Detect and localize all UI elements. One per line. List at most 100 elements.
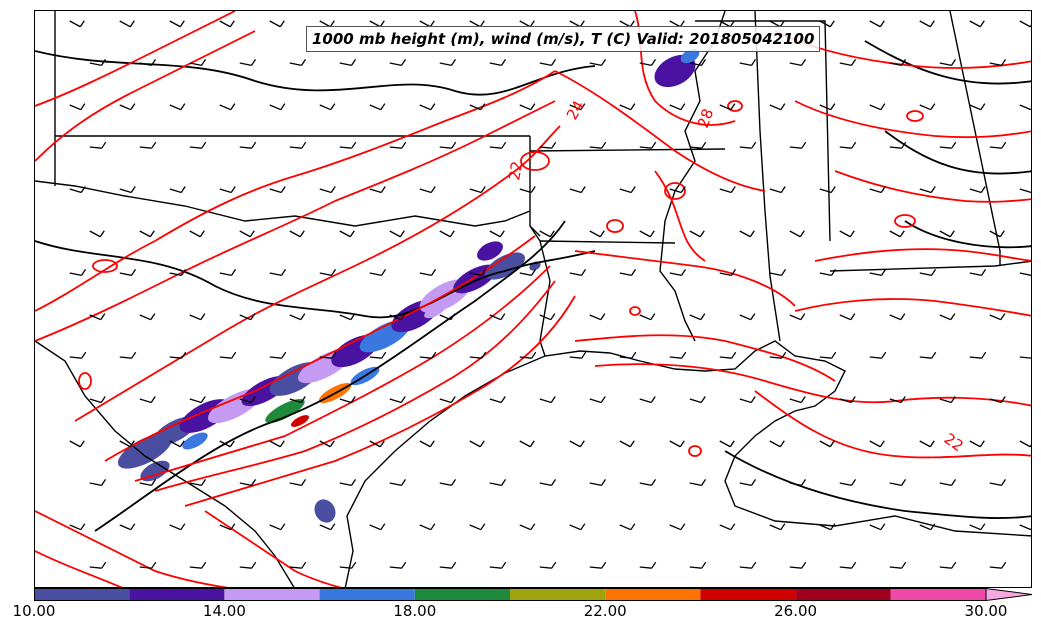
wind-barb-flag	[581, 351, 587, 359]
wind-barb	[89, 62, 102, 67]
wind-barb-flag	[780, 103, 786, 111]
wind-barb	[889, 230, 901, 238]
wind-barb-flag	[899, 230, 905, 238]
wind-barb	[619, 356, 632, 359]
wind-barb-flag	[530, 186, 536, 193]
wind-barb	[419, 440, 431, 448]
wind-barb	[469, 524, 482, 531]
wind-barb	[419, 356, 432, 359]
wind-barb	[469, 188, 482, 194]
wind-barb	[889, 566, 902, 569]
wind-barb	[1019, 524, 1031, 531]
wind-barb	[319, 104, 332, 111]
wind-barb-flag	[801, 141, 807, 149]
wind-barb	[389, 566, 402, 569]
wind-barb-flag	[351, 141, 357, 149]
wind-barb-flag	[230, 269, 237, 276]
wind-barb-flag	[199, 230, 205, 238]
wind-barb-flag	[400, 313, 406, 321]
wind-barb	[969, 356, 982, 359]
temperature-contour	[894, 214, 916, 228]
wind-barb	[589, 146, 602, 149]
wind-barb	[1019, 20, 1031, 28]
wind-barb	[389, 398, 402, 404]
wind-barb	[269, 104, 282, 111]
wind-barb	[289, 230, 301, 238]
coastline	[344, 340, 1031, 587]
wind-barb-flag	[850, 313, 856, 321]
wind-barb-flag	[750, 396, 756, 403]
wind-barb	[369, 356, 382, 359]
wind-barb	[939, 146, 952, 149]
wind-barb	[989, 146, 1002, 149]
wind-barb-flag	[600, 59, 607, 66]
reflectivity-cell	[314, 499, 336, 523]
wind-barb	[689, 566, 702, 569]
wind-barb	[369, 188, 382, 194]
wind-barb	[519, 272, 532, 277]
wind-barb-flag	[180, 103, 186, 111]
wind-barb	[69, 356, 82, 359]
wind-barb-flag	[399, 230, 405, 238]
wind-barb	[869, 104, 882, 111]
wind-barb-flag	[380, 186, 386, 193]
wind-barb-flag	[930, 103, 936, 111]
wind-barb-flag	[780, 269, 787, 276]
wind-barb	[239, 398, 252, 404]
wind-barb-flag	[880, 523, 886, 531]
wind-barb-flag	[251, 141, 257, 149]
wind-barb-flag	[830, 269, 837, 276]
wind-barb	[919, 356, 932, 359]
wind-barb	[789, 62, 802, 67]
wind-barb-flag	[880, 186, 886, 193]
wind-barb	[569, 104, 582, 111]
wind-barb-flag	[979, 440, 985, 448]
wind-barb	[719, 104, 732, 111]
wind-barb-flag	[800, 313, 806, 321]
wind-barb-flag	[450, 479, 457, 486]
wind-barb-flag	[830, 523, 836, 531]
wind-barb-flag	[451, 561, 457, 569]
wind-barb-flag	[780, 523, 786, 531]
reflectivity-cell	[290, 415, 310, 427]
wind-barb-flag	[630, 103, 636, 111]
wind-barb	[369, 440, 381, 448]
temperature-contour	[574, 334, 836, 382]
wind-barb	[769, 440, 781, 448]
wind-barb-flag	[881, 351, 887, 359]
wind-barb-flag	[201, 141, 207, 149]
temperature-contour	[134, 265, 551, 482]
wind-barb	[269, 188, 282, 194]
wind-barb-flag	[150, 59, 157, 66]
wind-barb	[189, 62, 202, 67]
wind-barb-flag	[600, 479, 607, 486]
wind-barb	[219, 524, 232, 531]
wind-barb	[319, 440, 331, 448]
wind-barb-flag	[430, 523, 436, 531]
wind-barb	[239, 230, 251, 238]
wind-barb-flag	[849, 230, 855, 238]
wind-barb-flag	[249, 230, 255, 238]
wind-barb-flag	[729, 20, 735, 28]
wind-barb	[439, 566, 452, 569]
arkansas-north-border	[529, 148, 726, 152]
wind-barb-flag	[600, 313, 606, 321]
wind-barb-flag	[429, 440, 435, 448]
wind-barb	[369, 272, 382, 277]
wind-barb	[139, 482, 152, 487]
temperature-contour	[35, 30, 256, 162]
wind-barb-flag	[701, 141, 707, 149]
temperature-contour	[35, 11, 236, 107]
temperature-contour	[594, 363, 1031, 407]
wind-barb-flag	[650, 313, 656, 321]
wind-barb-flag	[731, 351, 737, 359]
wind-barb-flag	[700, 396, 706, 403]
wind-barb-flag	[430, 186, 436, 193]
reflectivity-cell	[182, 432, 208, 450]
wind-barb-flag	[1000, 396, 1006, 403]
wind-barb	[469, 104, 482, 111]
wind-barb-flag	[679, 440, 685, 448]
temperature-contour	[906, 110, 924, 122]
wind-barb-flag	[800, 59, 807, 66]
wind-barb-flag	[930, 186, 936, 193]
